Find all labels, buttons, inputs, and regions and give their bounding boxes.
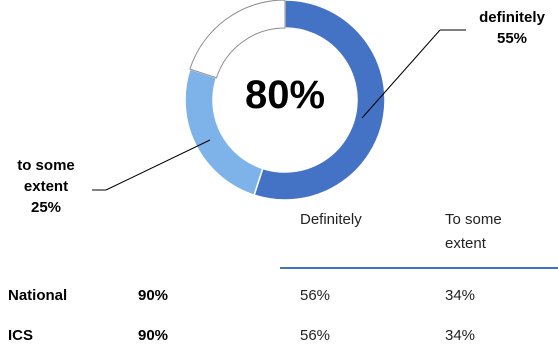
row-some-extent: 34% <box>445 327 476 344</box>
donut-segment-definitely <box>253 0 386 201</box>
donut-center-total: 80% <box>244 73 326 117</box>
callout-some-extent-label-1: to some <box>17 157 75 174</box>
callout-some-extent-value: 25% <box>30 199 62 216</box>
table-row: ICS 90% 56% 34% <box>0 324 558 348</box>
callout-definitely: definitely 55% <box>466 7 558 49</box>
row-total: 90% <box>138 287 169 304</box>
donut-segment-remainder <box>189 0 286 79</box>
table-row: National 90% 56% 34% <box>0 284 558 308</box>
callout-definitely-label: definitely <box>479 9 545 26</box>
row-total: 90% <box>138 327 169 344</box>
table-header-definitely: Definitely <box>300 211 362 228</box>
leader-line-definitely <box>361 29 441 119</box>
row-definitely: 56% <box>300 287 331 304</box>
row-definitely: 56% <box>300 327 331 344</box>
callout-some-extent: to some extent 25% <box>0 155 92 218</box>
row-name: National <box>8 287 68 304</box>
row-some-extent: 34% <box>445 287 476 304</box>
donut-segments <box>184 0 386 201</box>
leader-line-some-extent <box>105 139 211 191</box>
table-header-rule <box>280 267 558 269</box>
callout-definitely-value: 55% <box>496 30 528 47</box>
row-name: ICS <box>8 327 34 344</box>
callout-some-extent-label-2: extent <box>23 178 69 195</box>
table-header-some-extent: To some extent <box>445 211 502 252</box>
